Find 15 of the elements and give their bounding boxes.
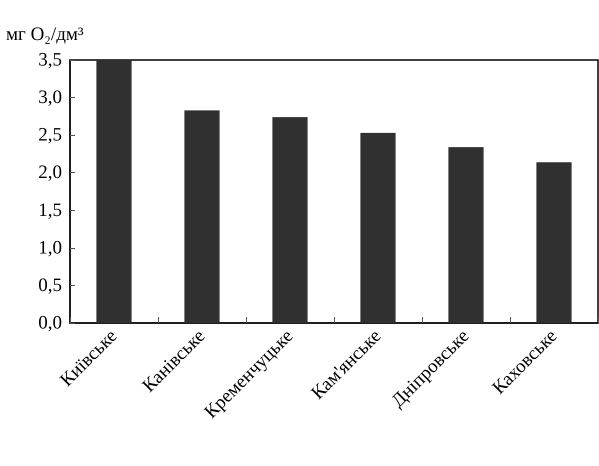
bar — [536, 162, 572, 323]
bar — [360, 132, 396, 323]
bar — [448, 147, 484, 323]
bar — [184, 110, 220, 323]
y-tick-label: 0,0 — [38, 312, 62, 334]
y-tick-label: 3,0 — [38, 87, 62, 108]
y-tick-label: 2,0 — [38, 162, 62, 184]
y-tick-label: 0,5 — [38, 274, 62, 296]
y-tick-label: 3,5 — [38, 50, 62, 70]
bar — [272, 117, 308, 323]
y-tick-label: 1,5 — [38, 200, 62, 221]
y-tick-label: 2,5 — [38, 124, 62, 146]
y-tick-label: 1,0 — [38, 237, 62, 258]
bar — [96, 60, 132, 323]
y-axis-title: мг O₂/дм³ — [6, 24, 84, 45]
